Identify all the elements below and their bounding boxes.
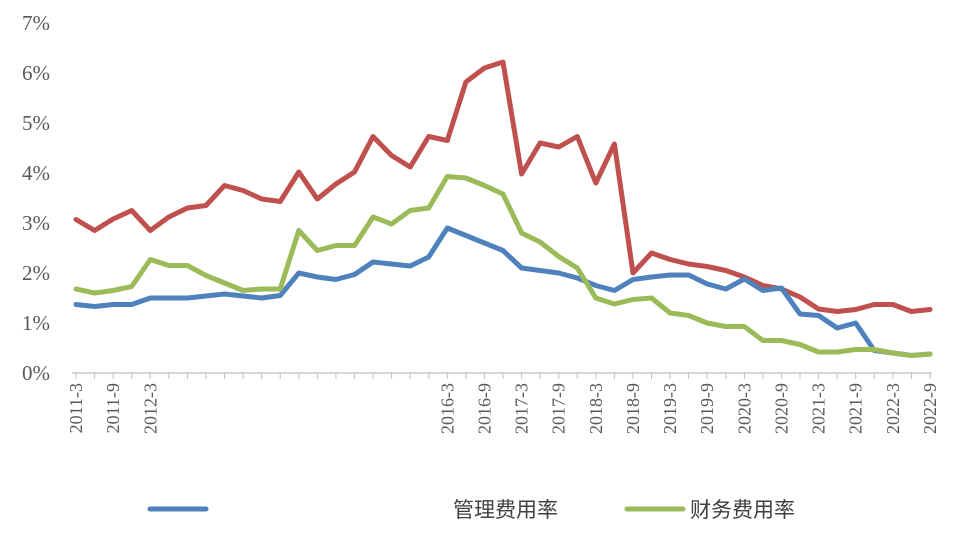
y-tick-label: 7% bbox=[22, 11, 50, 35]
x-tick-label: 2022-3 bbox=[883, 383, 903, 434]
series-line-1 bbox=[73, 225, 933, 358]
x-tick-label: 2018-3 bbox=[586, 383, 606, 434]
x-tick-label: 2016-9 bbox=[474, 383, 494, 434]
x-tick-label: 2012-3 bbox=[140, 383, 160, 434]
series-lines bbox=[73, 59, 933, 358]
x-tick-label: 2016-3 bbox=[437, 383, 457, 434]
legend: 管理费用率 财务费用率 bbox=[147, 498, 795, 522]
x-tick-label: 2017-9 bbox=[549, 383, 569, 434]
x-axis: 2011-3 2011-9 2012-3 2016-3 2016-9 2017-3 2017… bbox=[66, 372, 940, 434]
x-tick-label: 2022-9 bbox=[920, 383, 940, 434]
y-tick-label: 4% bbox=[22, 161, 50, 185]
x-tick-label: 2020-9 bbox=[771, 383, 791, 434]
y-tick-label: 1% bbox=[22, 311, 50, 335]
legend-label-management: 管理费用率 bbox=[453, 498, 558, 522]
series-line-0 bbox=[73, 59, 933, 314]
y-tick-label: 6% bbox=[22, 61, 50, 85]
x-tick-label: 2021-9 bbox=[846, 383, 866, 434]
x-tick-label: 2018-9 bbox=[623, 383, 643, 434]
y-tick-label: 5% bbox=[22, 111, 50, 135]
y-axis: 0% 1% 2% 3% 4% 5% 6% 7% bbox=[22, 11, 50, 385]
x-tick-label: 2011-3 bbox=[66, 383, 86, 433]
x-tick-label: 2017-3 bbox=[512, 383, 532, 434]
y-tick-label: 3% bbox=[22, 211, 50, 235]
y-tick-label: 2% bbox=[22, 261, 50, 285]
legend-label-finance: 财务费用率 bbox=[690, 498, 795, 522]
y-tick-label: 0% bbox=[22, 361, 50, 385]
x-tick-label: 2021-3 bbox=[809, 383, 829, 434]
x-tick-label: 2019-3 bbox=[660, 383, 680, 434]
x-tick-label: 2011-9 bbox=[103, 383, 123, 433]
series-line-2 bbox=[73, 174, 933, 358]
x-tick-label: 2020-3 bbox=[734, 383, 754, 434]
x-tick-label: 2019-9 bbox=[697, 383, 717, 434]
